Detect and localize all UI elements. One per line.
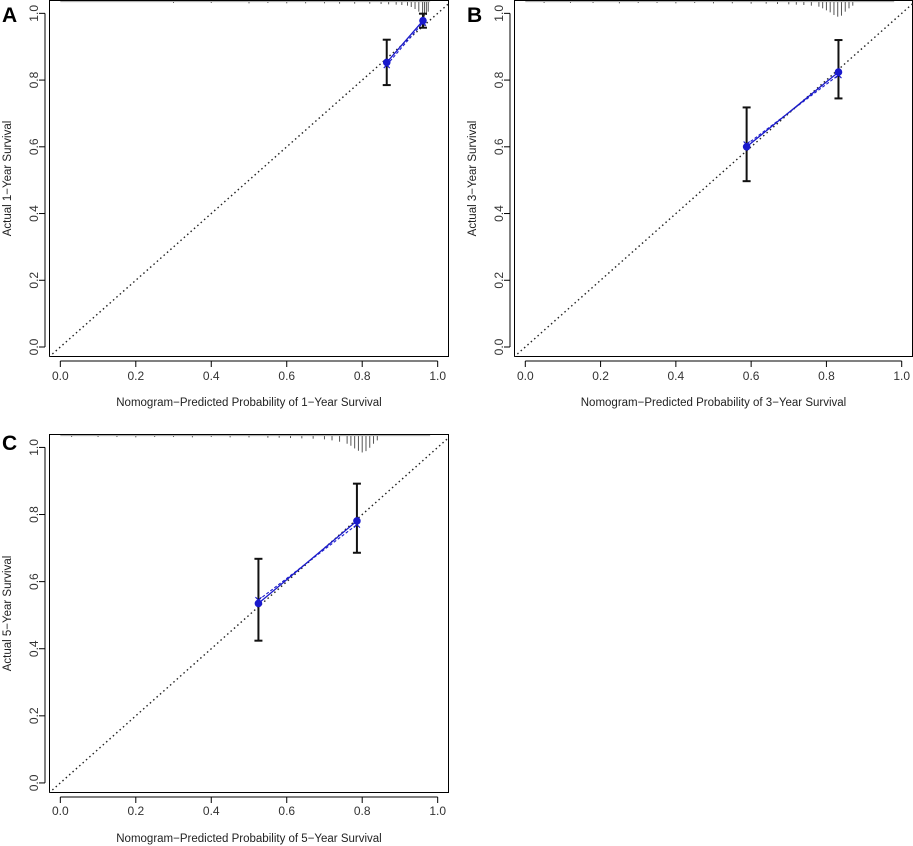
bias-corrected-line [386, 22, 424, 66]
x-tick-label: 0.2 [592, 369, 609, 383]
plot-area [514, 1, 913, 357]
y-tick-label: 0.2 [492, 272, 506, 289]
plot-frame [514, 0, 913, 357]
panel-letter: C [2, 432, 17, 455]
y-tick-label: 0.4 [27, 640, 41, 657]
bias-corrected-marker [255, 596, 262, 604]
y-axis-title: Actual 5−Year Survival [2, 556, 14, 672]
y-axis-title: Actual 3−Year Survival [467, 121, 479, 237]
x-axis-title: Nomogram−Predicted Probability of 1−Year… [116, 397, 382, 409]
x-tick-label: 0.0 [517, 369, 534, 383]
y-tick-label: 0.4 [27, 205, 41, 222]
x-tick-label: 0.4 [203, 369, 220, 383]
bias-corrected-marker [419, 19, 427, 27]
x-tick-label: 0.8 [818, 369, 835, 383]
y-tick-label: 0.0 [27, 338, 41, 355]
x-axis-title: Nomogram−Predicted Probability of 5−Year… [116, 833, 382, 845]
x-tick-label: 0.0 [52, 804, 69, 818]
y-tick-label: 0.6 [492, 138, 506, 155]
panel-b: B 0.0 0.2 0.4 0.6 0.8 1.0 0.0 0.2 0.4 0.6 0.8 1.0 Nom… [467, 0, 913, 409]
bias-corrected-line [258, 524, 358, 601]
panel-a: A 0.0 0.2 0.4 0.6 0.8 1.0 0.0 0.2 0.4 0.6 0.8 1.0 Nom… [2, 0, 449, 409]
panel-c: C 0.0 0.2 0.4 0.6 0.8 1.0 0.0 0.2 0.4 0.6 0.8 1.0 Nom… [2, 432, 449, 845]
panel-letter: B [467, 4, 482, 27]
bias-corrected-marker [743, 141, 751, 148]
bias-corrected-marker [383, 61, 391, 69]
x-tick-label: 0.2 [127, 369, 144, 383]
plot-area [49, 435, 449, 793]
x-tick-label: 0.4 [668, 369, 685, 383]
x-tick-label: 0.8 [354, 804, 371, 818]
x-tick-label: 1.0 [429, 369, 446, 383]
x-tick-label: 0.8 [354, 369, 371, 383]
calibration-point [254, 599, 263, 608]
ideal-line [49, 436, 449, 793]
y-tick-label: 0.6 [27, 573, 41, 590]
x-tick-label: 1.0 [893, 369, 910, 383]
x-axis-title: Nomogram−Predicted Probability of 3−Year… [581, 397, 847, 409]
calibration-point [742, 143, 751, 151]
x-tick-label: 0.4 [203, 804, 220, 818]
plot-frame [49, 434, 449, 793]
bias-corrected-marker [835, 71, 842, 79]
calibration-point [353, 517, 361, 525]
calibration-point [419, 16, 427, 25]
y-tick-label: 1.0 [27, 5, 41, 22]
x-tick-label: 0.6 [743, 369, 760, 383]
y-tick-label: 1.0 [27, 439, 41, 456]
y-tick-label: 1.0 [492, 5, 506, 22]
x-tick-label: 0.0 [52, 369, 69, 383]
panel-letter: A [2, 4, 17, 27]
y-tick-label: 0.4 [492, 205, 506, 222]
y-tick-label: 0.0 [27, 774, 41, 791]
y-axis-title: Actual 1−Year Survival [2, 121, 14, 237]
ideal-line [514, 2, 913, 357]
ideal-line [49, 2, 449, 357]
y-tick-label: 0.8 [27, 506, 41, 523]
y-tick-label: 0.2 [27, 707, 41, 724]
y-tick-label: 0.8 [27, 71, 41, 88]
y-tick-label: 0.2 [27, 272, 41, 289]
calibration-line [386, 20, 424, 63]
bias-corrected-marker [353, 521, 361, 528]
x-tick-label: 0.2 [127, 804, 144, 818]
y-tick-label: 0.8 [492, 71, 506, 88]
x-tick-label: 0.6 [278, 369, 295, 383]
x-tick-label: 0.6 [278, 804, 295, 818]
y-tick-label: 0.6 [27, 138, 41, 155]
plot-frame [49, 0, 449, 357]
bias-corrected-line [746, 74, 839, 145]
plot-area [49, 1, 449, 357]
y-tick-label: 0.0 [492, 338, 506, 355]
x-tick-label: 1.0 [429, 804, 446, 818]
